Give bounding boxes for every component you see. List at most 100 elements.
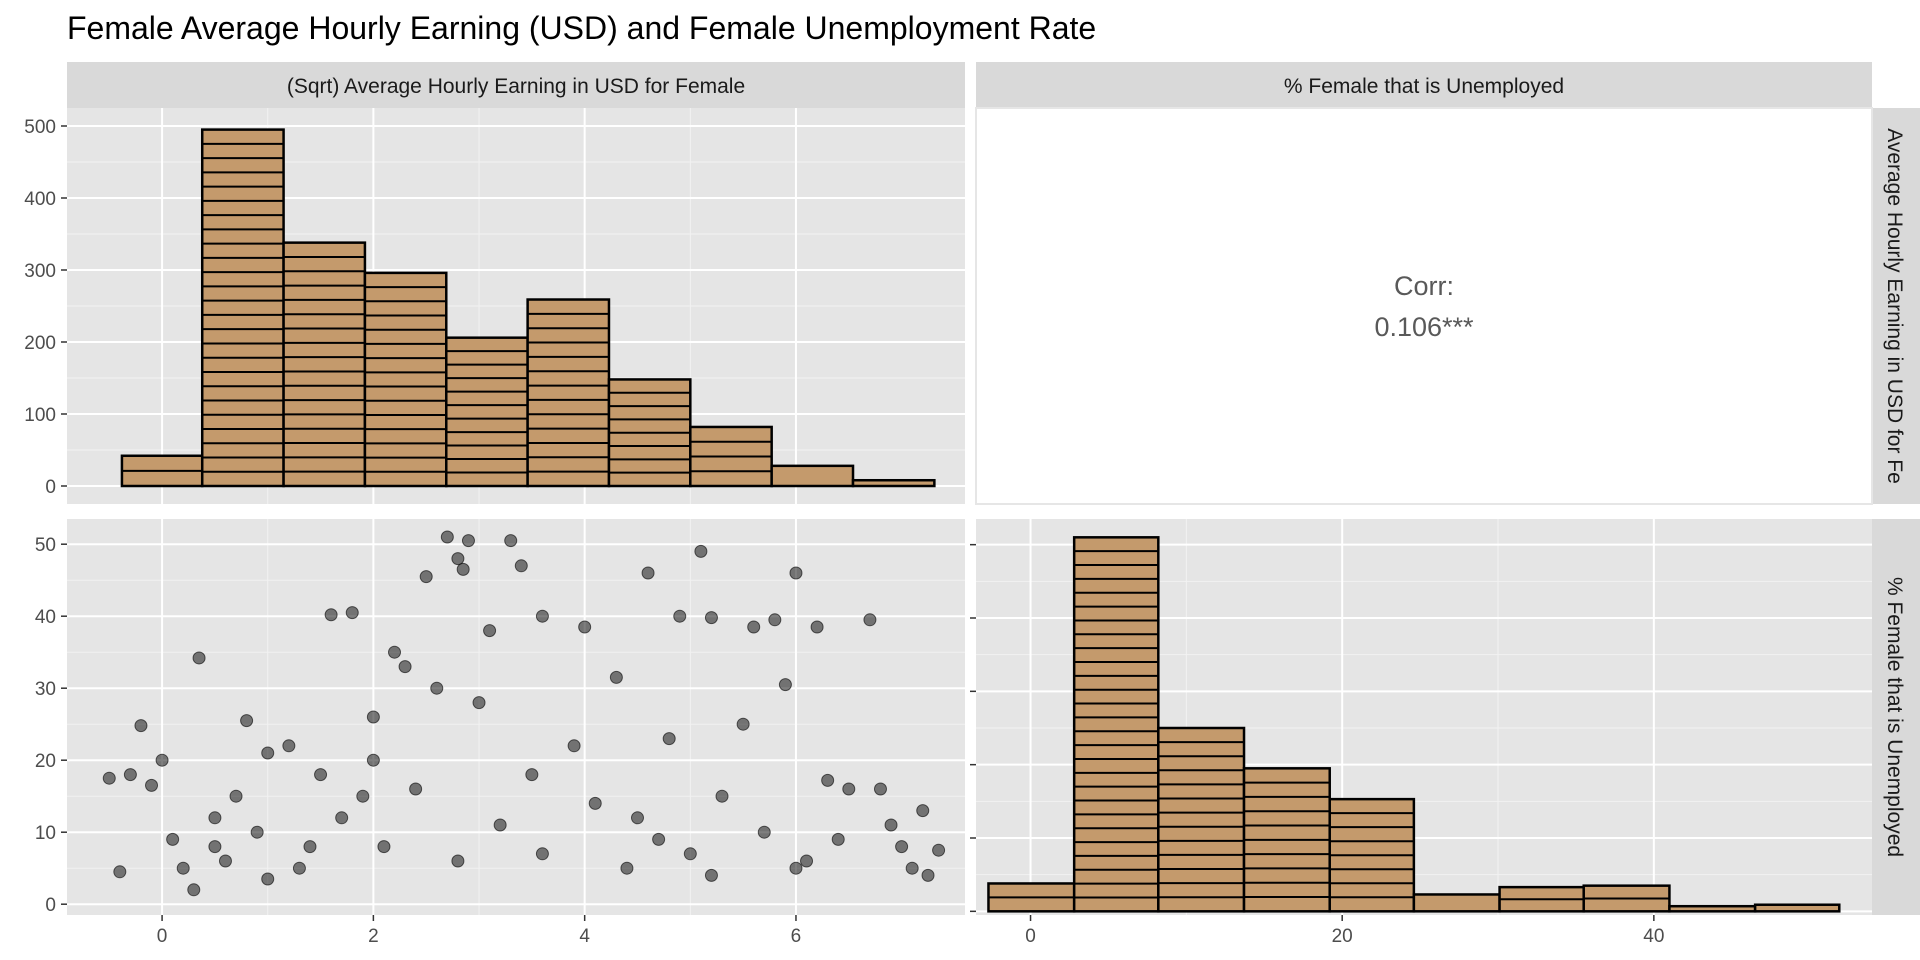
scatter-point — [535, 609, 549, 623]
scatter-point — [493, 818, 507, 832]
scatter-point — [588, 796, 602, 810]
scatter-point — [715, 789, 729, 803]
scatter-point — [630, 811, 644, 825]
scatter-point — [757, 825, 771, 839]
y-tick-label: 500 — [24, 117, 56, 138]
x-tick-label: 2 — [368, 926, 379, 947]
scatter-point — [535, 847, 549, 861]
scatter-point — [208, 840, 222, 854]
scatter-point — [187, 883, 201, 897]
histogram-bar — [770, 464, 855, 488]
scatter-point — [620, 861, 634, 875]
histogram-bar — [851, 478, 936, 488]
strip-label-unemployed: % Female that is Unemployed — [1284, 75, 1564, 98]
y-tick-label: 30 — [35, 679, 56, 700]
x-tick-label: 0 — [157, 926, 168, 947]
y-tick-label: 10 — [35, 823, 56, 844]
scatter-point — [932, 843, 946, 857]
scatter-point — [567, 739, 581, 753]
scatter-point — [123, 768, 137, 782]
scatter-point — [789, 861, 803, 875]
scatter-point — [134, 719, 148, 733]
scatter-point — [377, 840, 391, 854]
scatter-point — [483, 624, 497, 638]
scatter-point — [921, 868, 935, 882]
scatter-point — [456, 562, 470, 576]
scatter-point — [398, 660, 412, 674]
scatter-point — [261, 746, 275, 760]
scatter-point — [218, 854, 232, 868]
strip-row-unemployed — [1872, 519, 1920, 915]
scatter-point — [240, 714, 254, 728]
scatter-point — [821, 773, 835, 787]
chart-title: Female Average Hourly Earning (USD) and … — [67, 10, 1096, 46]
panel-bg — [67, 519, 965, 915]
histogram-bar — [445, 336, 529, 488]
scatter-point — [419, 570, 433, 584]
scatter-point — [641, 566, 655, 580]
scatter-point — [916, 804, 930, 818]
y-tick-label: 0 — [45, 477, 56, 498]
x-tick-label: 4 — [579, 926, 590, 947]
correlation-label: Corr: — [1394, 271, 1454, 301]
scatter-point — [472, 696, 486, 710]
scatter-point — [250, 825, 264, 839]
scatter-point — [440, 530, 454, 544]
correlation-panel-bg — [975, 107, 1873, 505]
scatter-point — [884, 818, 898, 832]
scatter-point — [314, 768, 328, 782]
scatter-point — [451, 552, 465, 566]
y-tick-label: 0 — [45, 895, 56, 916]
scatter-point — [292, 861, 306, 875]
scatter-point — [409, 782, 423, 796]
correlation-value: 0.106*** — [1374, 312, 1474, 342]
x-tick-label: 6 — [791, 926, 802, 947]
scatter-point — [461, 534, 475, 548]
scatter-point — [673, 609, 687, 623]
scatter-point — [303, 840, 317, 854]
histogram-bar — [282, 241, 367, 488]
scatter-point — [652, 832, 666, 846]
scatter-point — [229, 789, 243, 803]
scatter-point — [102, 771, 116, 785]
y-tick-label: 50 — [35, 535, 56, 556]
scatter-point — [145, 778, 159, 792]
y-tick-label: 40 — [35, 607, 56, 628]
strip-column-earning — [67, 62, 965, 108]
scatter-point — [831, 832, 845, 846]
scatter-point — [704, 611, 718, 625]
histogram-bar — [200, 128, 285, 488]
scatter-point — [261, 872, 275, 886]
scatter-point — [736, 717, 750, 731]
scatter-point — [451, 854, 465, 868]
scatter-point — [366, 753, 380, 767]
y-tick-label: 20 — [35, 751, 56, 772]
scatter-point — [208, 811, 222, 825]
scatter-point — [747, 620, 761, 634]
scatter-point — [192, 651, 206, 665]
scatter-point — [578, 620, 592, 634]
scatter-point — [810, 620, 824, 634]
scatter-point — [514, 559, 528, 573]
scatter-point — [525, 768, 539, 782]
histogram-bar — [1412, 893, 1501, 913]
x-tick-label: 0 — [1025, 926, 1036, 947]
scatter-point — [388, 645, 402, 659]
scatter-point — [356, 789, 370, 803]
scatter-point — [800, 854, 814, 868]
scatter-point — [873, 782, 887, 796]
scatter-point — [704, 868, 718, 882]
scatter-point — [789, 566, 803, 580]
histogram-bar — [1668, 904, 1757, 913]
x-tick-label: 20 — [1332, 926, 1353, 947]
scatter-point — [335, 811, 349, 825]
scatter-point — [176, 861, 190, 875]
strip-column-unemployed — [976, 62, 1872, 108]
scatter-point — [345, 606, 359, 620]
y-tick-label: 200 — [24, 333, 56, 354]
scatter-point — [694, 544, 708, 558]
y-tick-label: 400 — [24, 189, 56, 210]
histogram-bar — [1157, 726, 1246, 913]
scatter-point — [863, 613, 877, 627]
